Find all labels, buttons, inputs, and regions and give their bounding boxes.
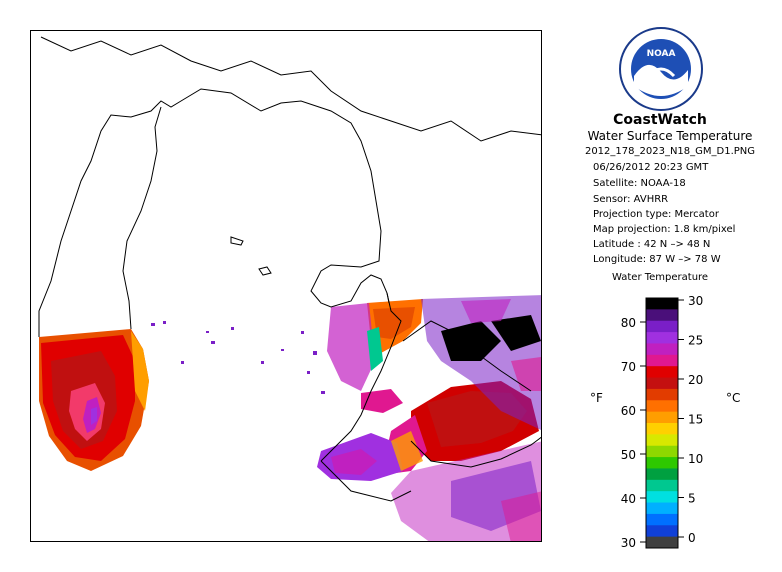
- fahrenheit-tick-label: 60: [621, 404, 636, 418]
- scale-swatch: [646, 457, 678, 469]
- fahrenheit-tick-label: 40: [621, 492, 636, 506]
- fahrenheit-tick-label: 50: [621, 448, 636, 462]
- scale-swatch: [646, 366, 678, 379]
- scale-swatch: [646, 298, 678, 310]
- celsius-tick-label: 15: [688, 413, 703, 427]
- scale-swatch: [646, 377, 678, 390]
- brand-title: CoastWatch: [613, 112, 707, 128]
- temperature-scale: °F °C 80 70 60 50 40 30 30 25 20 15 10 5 0: [580, 290, 760, 555]
- scale-swatch: [646, 445, 678, 458]
- scale-frame: [645, 297, 679, 549]
- celsius-tick-label: 20: [688, 373, 703, 387]
- scale-swatch: [646, 423, 678, 435]
- noaa-logo-svg: NOAA: [619, 27, 703, 111]
- map-svg: [38, 36, 541, 541]
- satellite: Satellite: NOAA-18: [593, 178, 686, 189]
- coastline: [38, 36, 541, 502]
- scale-swatch: [646, 320, 678, 333]
- sensor: Sensor: AVHRR: [593, 194, 669, 205]
- noaa-logo: NOAA: [618, 26, 704, 112]
- fahrenheit-unit: °F: [590, 391, 603, 405]
- celsius-tick-label: 30: [688, 294, 703, 308]
- scale-swatch: [646, 525, 678, 538]
- fahrenheit-tick-label: 70: [621, 360, 636, 374]
- lake-huron-temperature: [327, 299, 423, 413]
- longitude: Longitude: 87 W –> 78 W: [593, 254, 721, 265]
- fahrenheit-tick-label: 30: [621, 536, 636, 550]
- scale-swatch: [646, 502, 678, 515]
- scale-swatch: [646, 343, 678, 356]
- projection-type: Projection type: Mercator: [593, 209, 719, 220]
- map-projection: Map projection: 1.8 km/pixel: [593, 224, 736, 235]
- lake-michigan-temperature: [39, 329, 149, 471]
- satellite-map: [30, 30, 542, 542]
- scale-swatch: [646, 309, 678, 322]
- scale-swatch: [646, 400, 678, 413]
- celsius-tick-label: 25: [688, 334, 703, 348]
- celsius-tick-label: 0: [688, 531, 696, 545]
- product-title: Water Surface Temperature: [587, 129, 753, 143]
- scale-swatch: [646, 411, 678, 424]
- scale-swatch: [646, 536, 678, 549]
- scale-swatch: [646, 332, 678, 344]
- south-scatter: [391, 441, 541, 541]
- scale-swatch: [646, 434, 678, 447]
- scale-swatch: [646, 354, 678, 367]
- celsius-tick-label: 5: [688, 492, 696, 506]
- celsius-tick-label: 10: [688, 452, 703, 466]
- legend-title: Water Temperature: [612, 272, 709, 283]
- scale-swatch: [646, 468, 678, 481]
- northeast-scatter: [421, 295, 541, 431]
- scale-swatch: [646, 479, 678, 492]
- scale-swatch: [646, 491, 678, 504]
- scale-swatch: [646, 513, 678, 526]
- cloud-speckle: [151, 321, 325, 394]
- datetime: 06/26/2012 20:23 GMT: [593, 162, 709, 173]
- latitude: Latitude : 42 N –> 48 N: [593, 239, 711, 250]
- filename: 2012_178_2023_N18_GM_D1.PNG: [584, 146, 756, 157]
- scale-swatch: [646, 388, 678, 401]
- celsius-unit: °C: [726, 391, 740, 405]
- fahrenheit-tick-label: 80: [621, 316, 636, 330]
- noaa-text: NOAA: [647, 49, 676, 59]
